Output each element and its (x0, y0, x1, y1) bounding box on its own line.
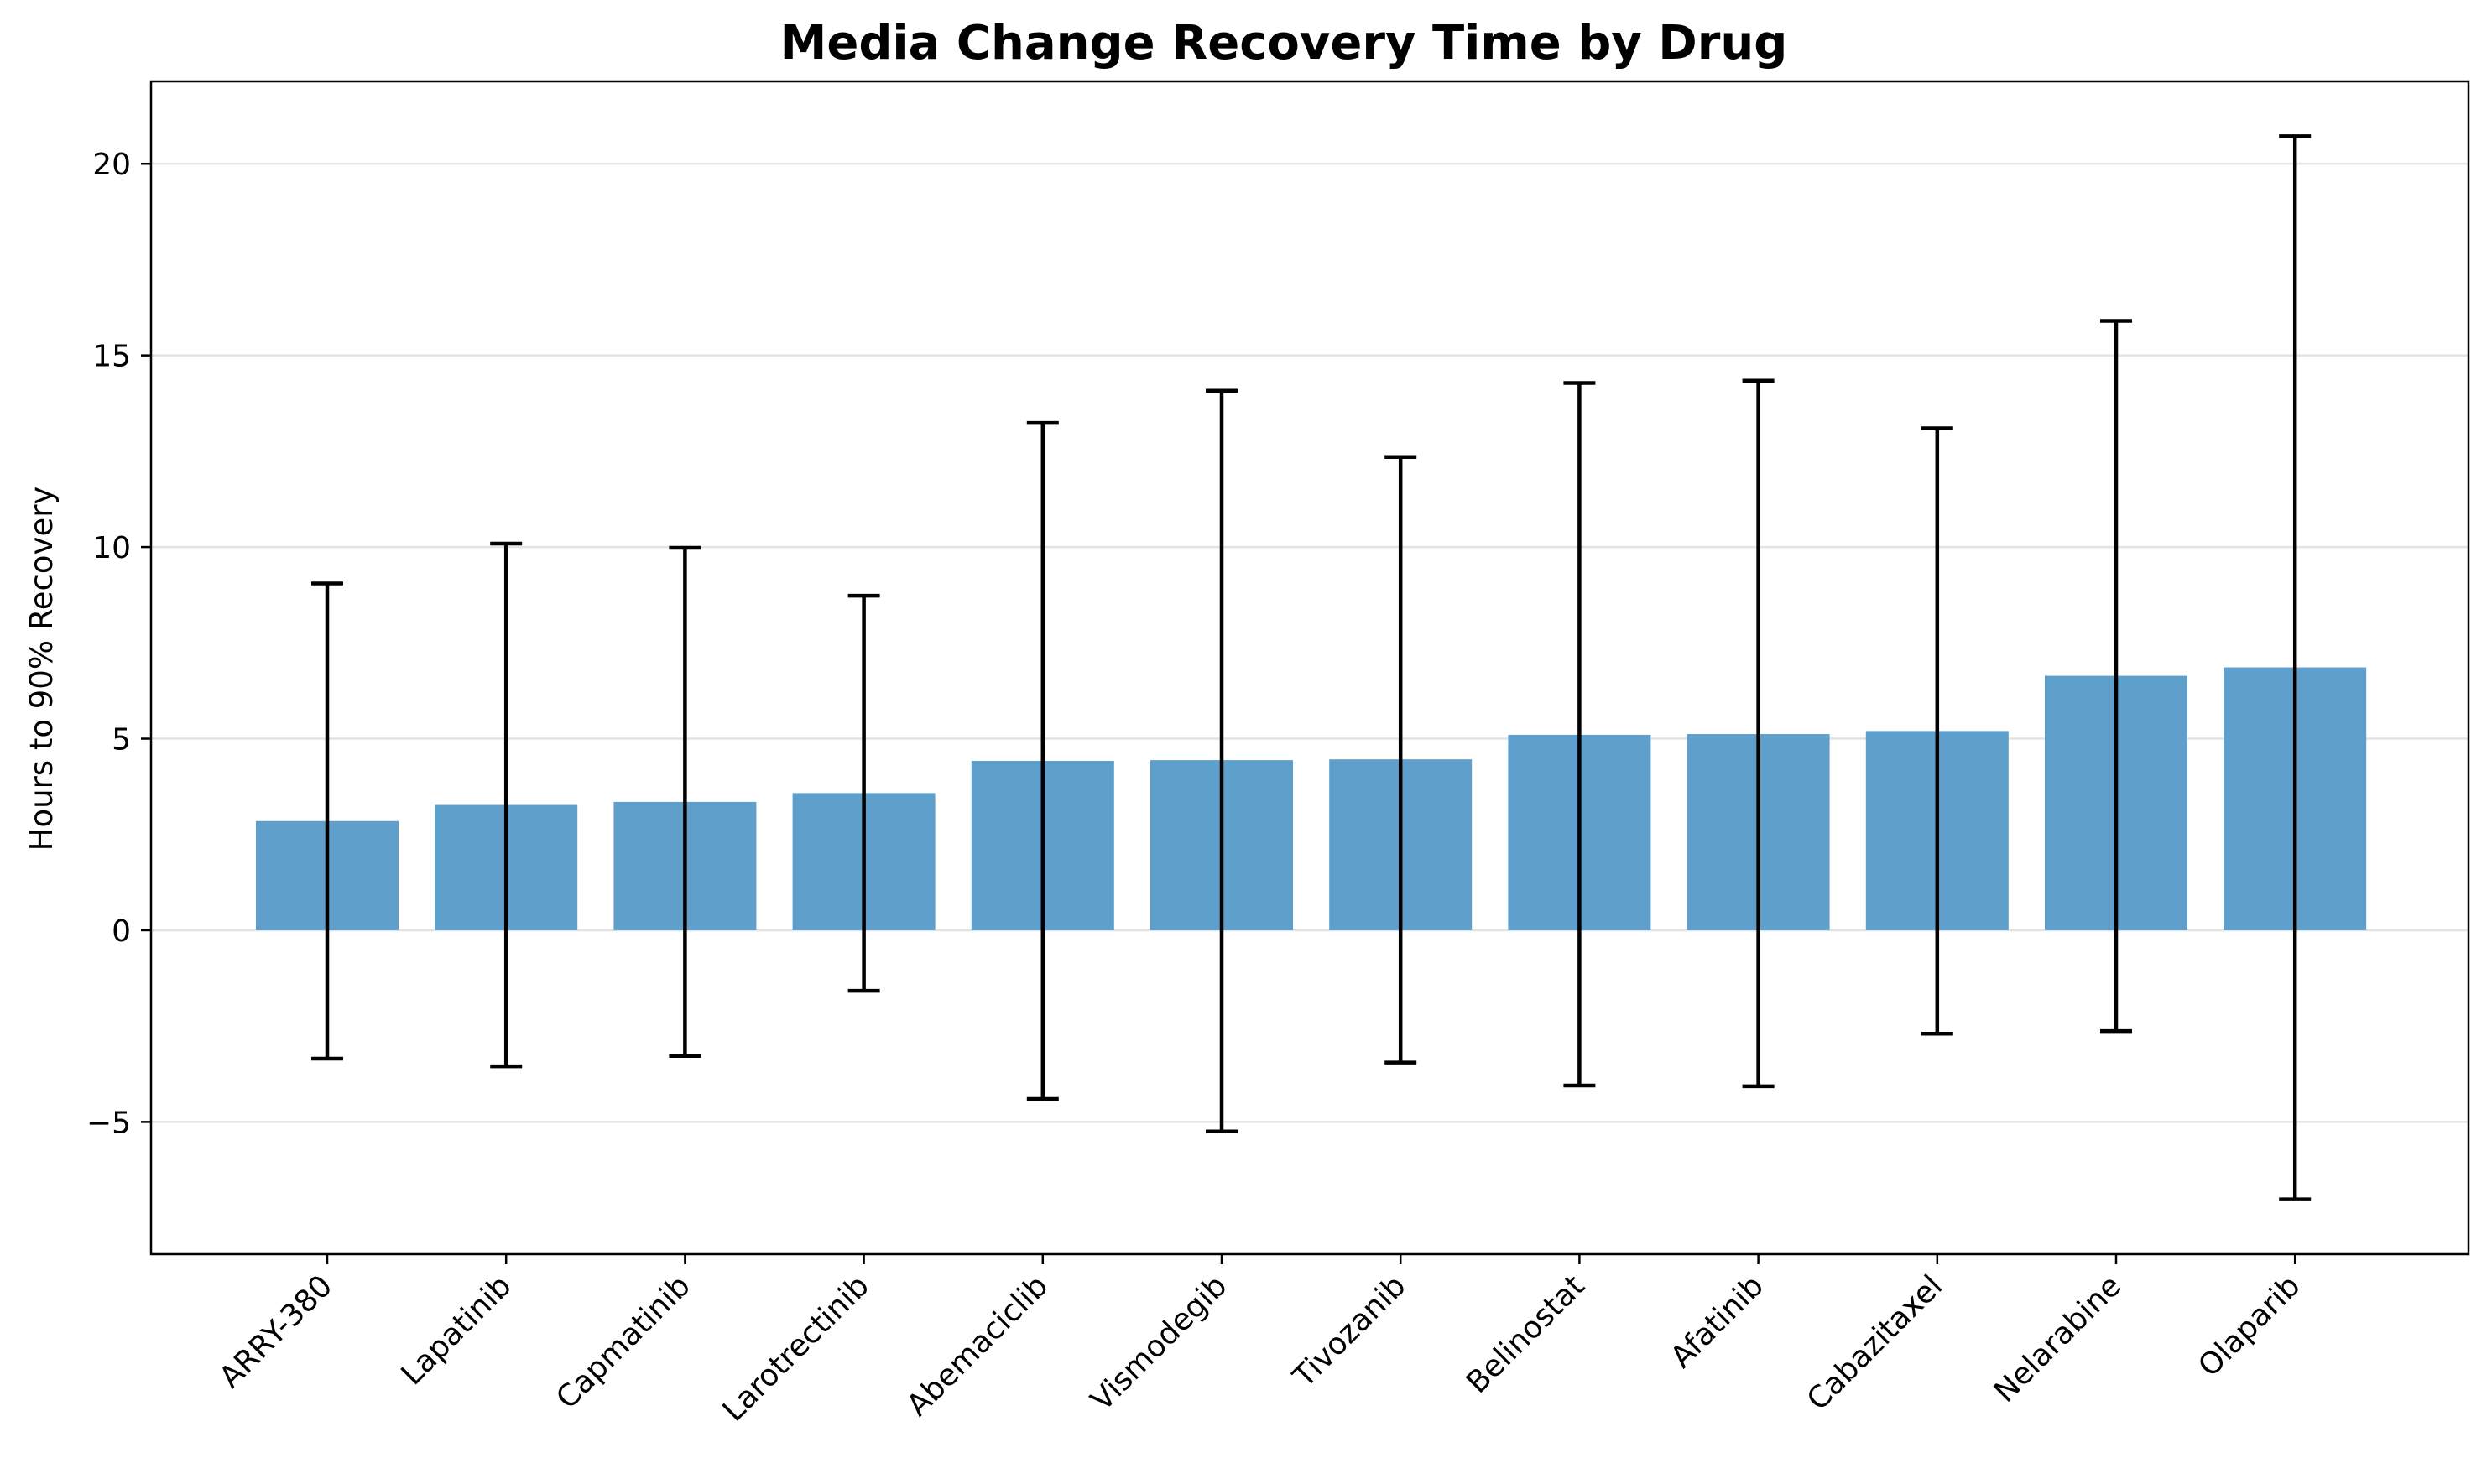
x-tick-label: Olaparib (2192, 1268, 2307, 1383)
x-tick-label: Belinostat (1460, 1268, 1592, 1400)
x-tick-label: Lapatinib (395, 1268, 519, 1392)
y-tick-label: 10 (92, 531, 131, 565)
x-tick-label: ARRY-380 (213, 1268, 339, 1394)
y-tick-label: 5 (112, 723, 131, 758)
x-tick-label: Vismodegib (1085, 1268, 1234, 1418)
chart-title: Media Change Recovery Time by Drug (780, 16, 1788, 70)
y-axis: −5 0 5 10 15 20 (86, 148, 151, 1140)
x-tick-label: Abemaciclib (900, 1268, 1055, 1423)
bars (256, 667, 2367, 930)
plot-frame (149, 80, 2470, 1256)
x-tick-label: Capmatinib (550, 1268, 696, 1415)
x-tick-label: Larotrectinib (717, 1268, 876, 1428)
y-tick-label: 0 (112, 914, 131, 949)
y-tick-label: 15 (92, 340, 131, 374)
x-tick-label: Afatinib (1664, 1268, 1770, 1374)
error-bars (311, 134, 2312, 1201)
y-tick-label: −5 (86, 1106, 131, 1140)
grid-lines (151, 162, 2469, 1123)
y-tick-label: 20 (92, 148, 131, 182)
y-axis-label: Hours to 90% Recovery (23, 487, 60, 851)
x-tick-label: Tivozanib (1286, 1268, 1413, 1395)
x-tick-label: Nelarabine (1988, 1268, 2128, 1408)
x-tick-label: Cabazitaxel (1801, 1268, 1949, 1417)
x-axis: ARRY-380 Lapatinib Capmatinib Larotrectinib… (213, 1254, 2307, 1429)
